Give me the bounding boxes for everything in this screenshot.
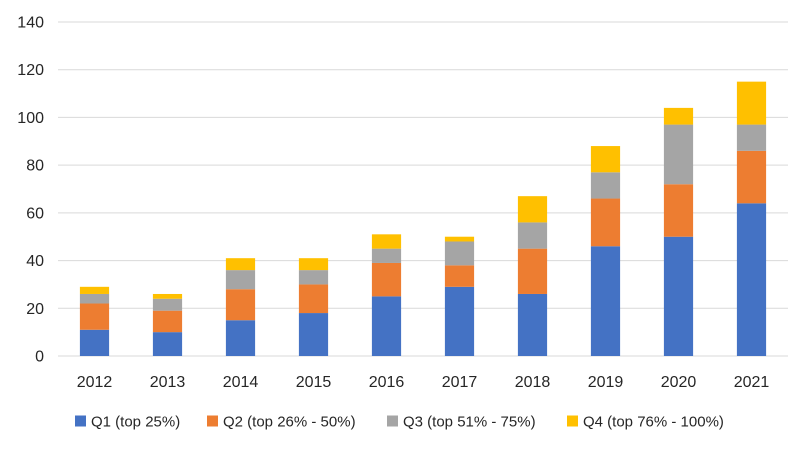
bar-segment-4-2018 xyxy=(517,196,548,223)
bar-segment-2-2013 xyxy=(152,310,183,333)
bar-segment-4-2020 xyxy=(663,107,694,125)
bar-segment-2-2018 xyxy=(517,248,548,294)
legend-label: Q1 (top 25%) xyxy=(91,414,180,431)
bar-segment-1-2016 xyxy=(371,296,402,356)
bar-segment-2-2014 xyxy=(225,289,256,321)
bar-segment-4-2015 xyxy=(298,258,329,271)
bar-segment-4-2016 xyxy=(371,234,402,249)
bar-segment-1-2018 xyxy=(517,293,548,356)
bar-segment-2-2017 xyxy=(444,265,475,287)
x-tick-label: 2019 xyxy=(588,374,624,391)
y-axis-ticks: 0 20 40 60 80 100 120 140 xyxy=(17,15,44,366)
x-tick-label: 2018 xyxy=(515,374,551,391)
x-tick-label: 2017 xyxy=(442,374,478,391)
bar-segment-3-2017 xyxy=(444,241,475,266)
y-tick-label: 120 xyxy=(17,62,44,79)
bar-segment-2-2016 xyxy=(371,262,402,297)
bar-segment-1-2012 xyxy=(79,329,110,356)
legend-swatch xyxy=(75,415,86,427)
y-tick-label: 80 xyxy=(26,158,44,175)
bar-segment-3-2013 xyxy=(152,298,183,311)
bar-segment-2-2019 xyxy=(590,198,621,247)
y-tick-label: 20 xyxy=(26,301,44,318)
bar-segment-2-2021 xyxy=(736,150,767,204)
x-tick-label: 2016 xyxy=(369,374,405,391)
bar-segment-2-2012 xyxy=(79,303,110,330)
legend-label: Q4 (top 76% - 100%) xyxy=(583,414,724,431)
bar-segment-3-2018 xyxy=(517,222,548,249)
y-tick-label: 40 xyxy=(26,253,44,270)
bar-segment-3-2019 xyxy=(590,172,621,199)
bar-segment-3-2020 xyxy=(663,124,694,185)
x-tick-label: 2020 xyxy=(661,374,697,391)
legend-swatch xyxy=(207,415,218,427)
bar-segment-1-2021 xyxy=(736,203,767,356)
bar-segment-1-2019 xyxy=(590,246,621,356)
bar-segment-1-2014 xyxy=(225,320,256,356)
bar-segment-2-2020 xyxy=(663,184,694,237)
bars xyxy=(79,81,767,356)
x-axis-ticks: 2012 2013 2014 2015 2016 2017 2018 2019 2020 2021 xyxy=(77,374,770,391)
bar-segment-1-2013 xyxy=(152,332,183,356)
legend: Q1 (top 25%) Q2 (top 26% - 50%) Q3 (top 51… xyxy=(75,414,724,431)
x-tick-label: 2012 xyxy=(77,374,113,391)
bar-segment-3-2021 xyxy=(736,124,767,151)
bar-segment-1-2017 xyxy=(444,286,475,356)
x-tick-label: 2013 xyxy=(150,374,186,391)
bar-segment-4-2013 xyxy=(152,293,183,299)
bar-segment-4-2021 xyxy=(736,81,767,125)
bar-segment-4-2012 xyxy=(79,286,110,294)
legend-swatch xyxy=(567,415,578,427)
legend-label: Q3 (top 51% - 75%) xyxy=(403,414,536,431)
x-tick-label: 2015 xyxy=(296,374,332,391)
bar-segment-1-2015 xyxy=(298,313,329,356)
bar-segment-4-2014 xyxy=(225,258,256,271)
bar-segment-4-2017 xyxy=(444,236,475,242)
bar-segment-1-2020 xyxy=(663,236,694,356)
y-tick-label: 100 xyxy=(17,110,44,127)
x-tick-label: 2021 xyxy=(734,374,770,391)
bar-segment-2-2015 xyxy=(298,284,329,314)
bar-segment-3-2012 xyxy=(79,293,110,304)
bar-segment-3-2014 xyxy=(225,270,256,290)
legend-swatch xyxy=(387,415,398,427)
legend-label: Q2 (top 26% - 50%) xyxy=(223,414,356,431)
bar-segment-4-2019 xyxy=(590,146,621,173)
x-tick-label: 2014 xyxy=(223,374,259,391)
y-tick-label: 60 xyxy=(26,205,44,222)
y-tick-label: 140 xyxy=(17,15,44,32)
bar-segment-3-2016 xyxy=(371,248,402,263)
y-tick-label: 0 xyxy=(35,349,44,366)
bar-segment-3-2015 xyxy=(298,270,329,285)
